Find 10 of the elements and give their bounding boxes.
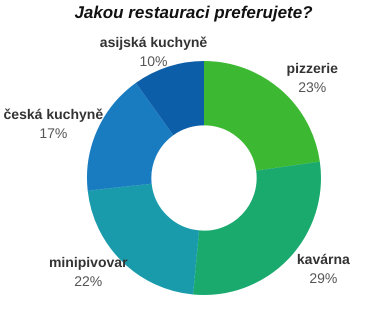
data-label: 23%: [298, 79, 326, 96]
slice-label: pizzerie: [286, 60, 338, 76]
slice-label: česká kuchyně: [4, 106, 104, 122]
slice-label: asijská kuchyně: [100, 34, 208, 50]
slice-label: kavárna: [296, 250, 350, 267]
data-label: 17%: [39, 125, 68, 142]
chart-title: Jakou restauraci preferujete?: [73, 2, 314, 24]
data-label: 10%: [139, 53, 168, 70]
data-label: 22%: [74, 272, 102, 289]
data-label: 29%: [309, 270, 338, 286]
